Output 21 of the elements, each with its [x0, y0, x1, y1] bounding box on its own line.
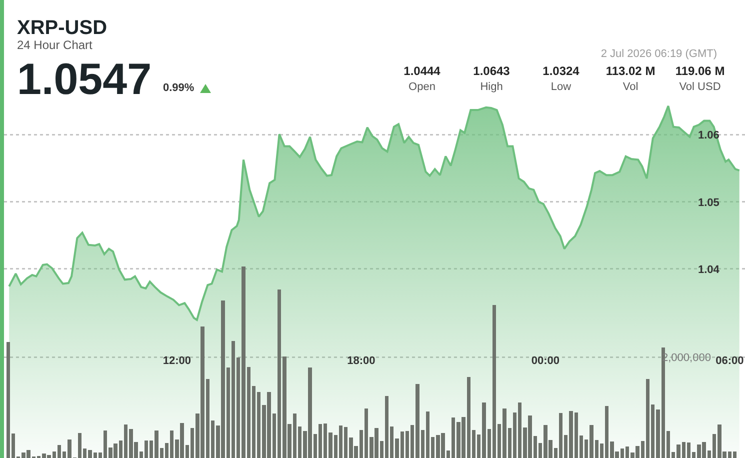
x-tick-label: 18:00	[347, 355, 376, 368]
text: 2 Jul 2026 06:19 (GMT)	[600, 48, 717, 61]
annotation: 1.0547	[17, 55, 152, 104]
y-tick-label: 1.05	[698, 196, 720, 209]
text: Low	[550, 81, 572, 94]
text: 0.99%	[163, 82, 194, 95]
text: Open	[408, 81, 436, 94]
text: 1.0324	[542, 64, 580, 79]
x-tick-label: 00:00	[531, 355, 560, 368]
chart-subtitle: 24 Hour Chart	[17, 38, 92, 53]
x-tick-label: 06:00	[716, 355, 744, 368]
x-tick-label: 12:00	[162, 355, 192, 368]
text: Vol	[622, 81, 640, 94]
text: 1.0643	[472, 64, 511, 79]
text: 113.02 M	[604, 64, 656, 79]
text: 1.0444	[402, 64, 442, 79]
y-tick-label: 1.04	[698, 264, 720, 276]
chart-title: XRP-USD	[17, 17, 108, 40]
text: 119.06 M	[674, 64, 726, 79]
text: Vol USD	[678, 81, 722, 94]
text: High	[479, 81, 504, 94]
